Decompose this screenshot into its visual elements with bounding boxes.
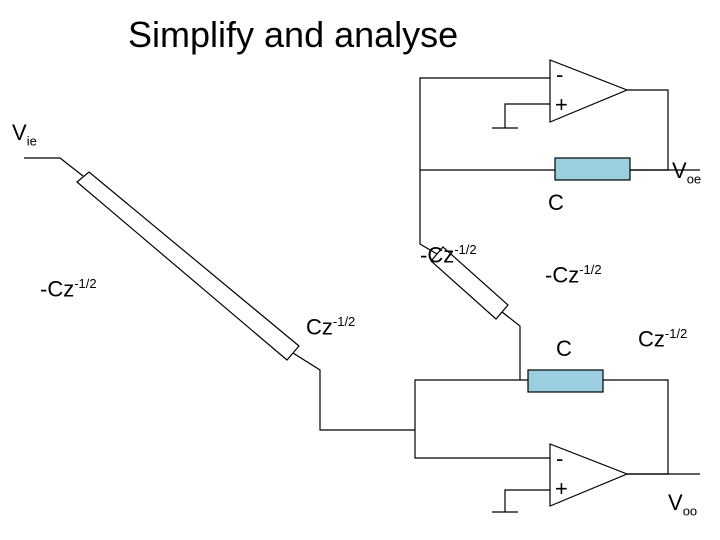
opamp-top-plus: + [555,92,568,118]
label-c-upper: C [548,190,564,216]
resistor-left [77,172,299,360]
opamp-top-minus: - [556,62,563,88]
label-cz-right: Cz-1/2 [638,326,687,352]
box-top [555,158,630,180]
diagram-stage: Simplify and analyse - + - + Vie Voe Voo… [0,0,720,540]
label-neg-cz-left: -Cz-1/2 [40,276,97,302]
label-neg-cz-mid: -Cz-1/2 [420,242,477,268]
page-title: Simplify and analyse [128,14,458,56]
label-voo: Voo [668,490,697,518]
label-cz-left: Cz-1/2 [306,314,355,340]
opamp-bot-plus: + [555,476,568,502]
box-bottom [528,370,603,392]
label-voe: Voe [672,158,701,186]
label-c-lower: C [556,336,572,362]
label-neg-cz-right: -Cz-1/2 [545,262,602,288]
opamp-bot-minus: - [556,446,563,472]
circuit-svg [0,0,720,540]
label-vie: Vie [12,120,37,148]
